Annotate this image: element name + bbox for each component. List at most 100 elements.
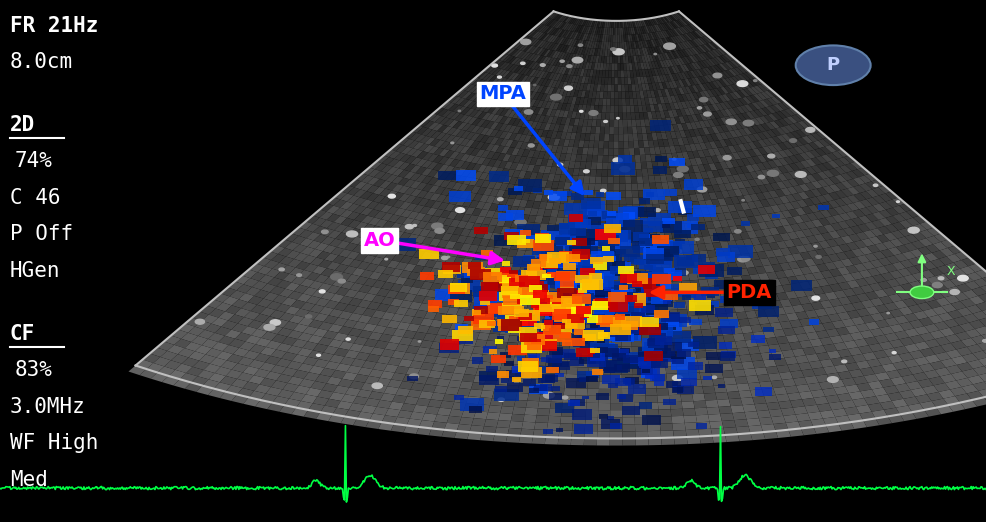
Polygon shape xyxy=(627,226,635,233)
Polygon shape xyxy=(485,210,496,218)
Polygon shape xyxy=(599,20,602,28)
Bar xyxy=(668,331,691,343)
Polygon shape xyxy=(415,167,427,174)
Polygon shape xyxy=(678,35,686,42)
Polygon shape xyxy=(834,198,847,206)
Polygon shape xyxy=(433,171,444,179)
Polygon shape xyxy=(658,303,669,311)
Polygon shape xyxy=(719,64,728,70)
Polygon shape xyxy=(609,127,614,134)
Polygon shape xyxy=(417,288,430,296)
Polygon shape xyxy=(627,127,633,134)
Polygon shape xyxy=(385,229,396,237)
Polygon shape xyxy=(842,274,855,282)
Polygon shape xyxy=(571,325,582,332)
Bar xyxy=(818,205,829,210)
Polygon shape xyxy=(545,145,553,152)
Polygon shape xyxy=(748,425,763,433)
Polygon shape xyxy=(620,240,628,247)
Polygon shape xyxy=(575,97,581,104)
Polygon shape xyxy=(661,153,668,161)
Polygon shape xyxy=(559,153,566,161)
Polygon shape xyxy=(607,85,611,92)
Polygon shape xyxy=(673,437,688,445)
Polygon shape xyxy=(279,256,294,265)
Polygon shape xyxy=(641,55,646,63)
Polygon shape xyxy=(779,343,792,351)
Polygon shape xyxy=(688,316,699,323)
Polygon shape xyxy=(940,374,956,383)
Polygon shape xyxy=(676,28,684,34)
Bar xyxy=(646,303,668,315)
Polygon shape xyxy=(499,62,508,69)
Polygon shape xyxy=(522,60,530,67)
Polygon shape xyxy=(481,180,491,188)
Polygon shape xyxy=(654,17,660,25)
Polygon shape xyxy=(629,148,635,155)
Polygon shape xyxy=(721,191,731,198)
Polygon shape xyxy=(459,381,473,389)
Polygon shape xyxy=(715,249,725,257)
Polygon shape xyxy=(406,367,420,376)
Polygon shape xyxy=(741,361,754,369)
Polygon shape xyxy=(693,230,702,237)
Polygon shape xyxy=(554,14,562,20)
Polygon shape xyxy=(743,80,754,88)
Polygon shape xyxy=(640,211,648,219)
Bar xyxy=(564,203,587,215)
Polygon shape xyxy=(732,107,741,114)
Polygon shape xyxy=(725,255,736,263)
Polygon shape xyxy=(421,281,434,290)
Polygon shape xyxy=(283,322,299,330)
Polygon shape xyxy=(643,176,650,183)
Polygon shape xyxy=(668,30,674,37)
Bar xyxy=(536,333,553,341)
Polygon shape xyxy=(271,381,288,389)
Polygon shape xyxy=(683,56,691,64)
Polygon shape xyxy=(716,155,725,162)
Polygon shape xyxy=(283,383,299,392)
Polygon shape xyxy=(528,194,536,201)
Polygon shape xyxy=(218,312,235,321)
Polygon shape xyxy=(841,188,854,197)
Polygon shape xyxy=(544,57,551,64)
Polygon shape xyxy=(764,287,776,294)
Polygon shape xyxy=(607,170,613,176)
Polygon shape xyxy=(539,180,547,188)
Polygon shape xyxy=(915,394,932,404)
Bar xyxy=(622,406,640,415)
Bar xyxy=(549,258,561,265)
Polygon shape xyxy=(547,345,559,352)
Polygon shape xyxy=(425,406,440,414)
Bar xyxy=(637,207,656,217)
Polygon shape xyxy=(671,88,677,96)
Polygon shape xyxy=(836,327,850,336)
Polygon shape xyxy=(492,196,502,204)
Polygon shape xyxy=(624,162,630,170)
Polygon shape xyxy=(535,32,544,39)
Bar xyxy=(603,256,614,262)
Polygon shape xyxy=(728,77,738,84)
Polygon shape xyxy=(551,274,561,281)
Polygon shape xyxy=(522,422,535,430)
Polygon shape xyxy=(552,317,563,324)
Polygon shape xyxy=(671,174,679,182)
Polygon shape xyxy=(518,127,526,134)
Polygon shape xyxy=(536,302,547,309)
Polygon shape xyxy=(422,384,437,393)
Polygon shape xyxy=(746,231,757,239)
Polygon shape xyxy=(725,161,735,169)
Polygon shape xyxy=(699,113,707,121)
Bar xyxy=(528,354,540,361)
Polygon shape xyxy=(365,376,380,385)
Bar xyxy=(597,393,609,400)
Polygon shape xyxy=(600,184,607,191)
Polygon shape xyxy=(875,319,889,328)
Polygon shape xyxy=(674,131,682,138)
Polygon shape xyxy=(629,290,639,297)
Polygon shape xyxy=(526,121,533,128)
Polygon shape xyxy=(669,395,681,402)
Polygon shape xyxy=(347,204,360,212)
Polygon shape xyxy=(728,146,737,153)
Polygon shape xyxy=(925,339,941,348)
